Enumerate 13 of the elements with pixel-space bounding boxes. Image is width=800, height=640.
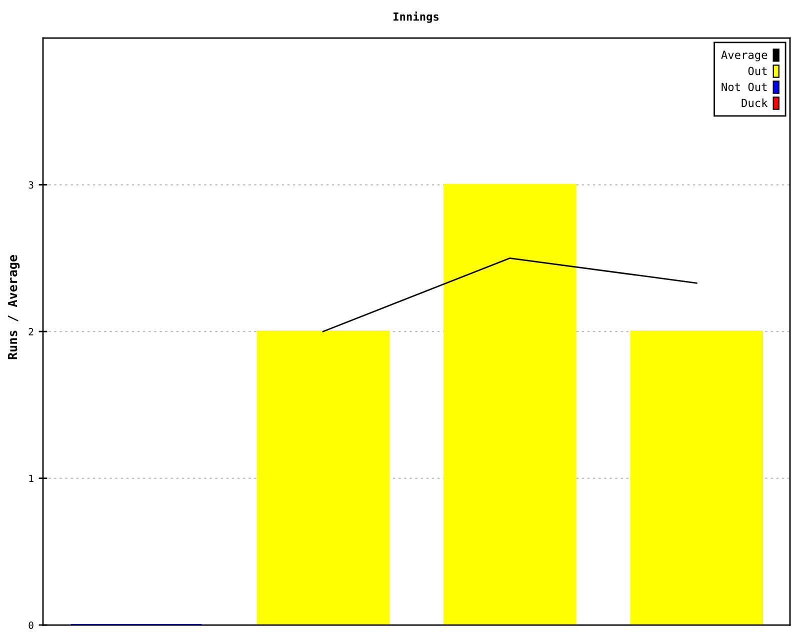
y-tick-label: 2 (28, 328, 34, 336)
y-tick-label: 3 (28, 181, 34, 189)
y-axis-title: Runs / Average (8, 255, 20, 360)
chart-title: Innings (394, 12, 439, 23)
legend-label: Out (748, 66, 767, 76)
legend-label: Not Out (722, 82, 767, 92)
bar (256, 330, 390, 626)
bar (443, 184, 576, 626)
bar (630, 330, 764, 626)
legend-label: Duck (742, 98, 768, 108)
y-tick-label: 1 (29, 474, 34, 482)
y-tick-label: 0 (28, 622, 34, 629)
legend-label: Average (721, 50, 768, 62)
